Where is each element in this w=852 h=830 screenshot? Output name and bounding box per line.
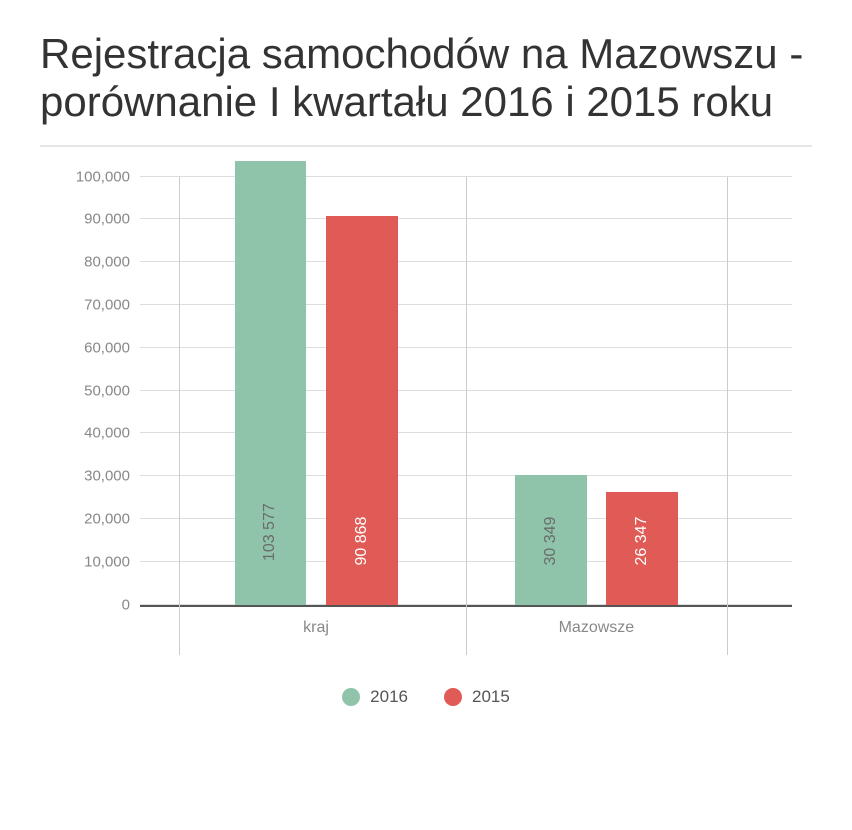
legend-label: 2015 [472,687,510,707]
y-axis-label: 70,000 [60,297,130,314]
y-axis-label: 30,000 [60,468,130,485]
chart-title: Rejestracja samochodów na Mazowszu - por… [40,30,812,127]
bar-value-label: 90 868 [353,516,371,565]
y-axis-label: 80,000 [60,254,130,271]
chart-area: 0 10,000 20,000 30,000 40,000 50,000 60,000 70,… [60,177,812,657]
bar: 30 349 [515,475,587,605]
y-axis-label: 100,000 [60,168,130,185]
group-divider [466,177,467,655]
bar-value-label: 103 577 [261,503,279,561]
y-axis-label: 0 [60,596,130,613]
x-axis-label: kraj [303,619,329,637]
bar: 26 347 [606,492,678,605]
bar: 90 868 [326,216,398,605]
x-axis-label: Mazowsze [559,619,635,637]
legend: 2016 2015 [40,687,812,711]
y-axis-label: 40,000 [60,425,130,442]
title-divider [40,145,812,147]
group-divider [179,177,180,655]
y-axis-label: 10,000 [60,553,130,570]
legend-dot-icon [342,688,360,706]
legend-item: 2015 [444,687,510,707]
plot-area: 010,00020,00030,00040,00050,00060,00070,… [140,177,792,607]
y-axis-label: 90,000 [60,211,130,228]
chart-container: Rejestracja samochodów na Mazowszu - por… [0,0,852,731]
legend-item: 2016 [342,687,408,707]
bar: 103 577 [235,161,307,604]
group-divider [727,177,728,655]
bar-value-label: 26 347 [633,516,651,565]
y-axis-label: 50,000 [60,382,130,399]
bar-value-label: 30 349 [542,516,560,565]
y-axis-label: 20,000 [60,511,130,528]
legend-label: 2016 [370,687,408,707]
legend-dot-icon [444,688,462,706]
y-axis-label: 60,000 [60,339,130,356]
